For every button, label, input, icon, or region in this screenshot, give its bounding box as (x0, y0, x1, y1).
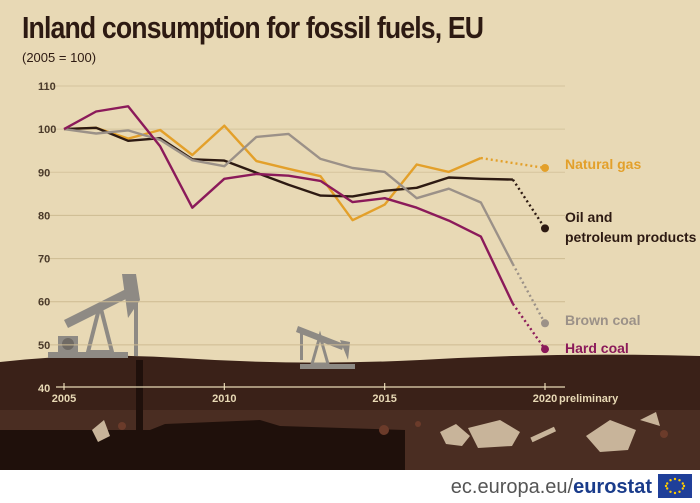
y-tick-label: 40 (38, 383, 50, 395)
x-tick-label: 2020 (533, 393, 557, 405)
series-group: Natural gas Oil and petroleum products Brow… (63, 105, 697, 356)
series-label-1: petroleum products (565, 229, 697, 245)
footer-site: ec.europa.eu/ (450, 476, 574, 498)
x-axis: 2005 2010 2015 2020 preliminary (52, 383, 619, 405)
y-tick-label: 90 (38, 167, 50, 179)
pump-jack-icon (48, 274, 140, 358)
series-dotted-segment-0 (480, 156, 546, 170)
y-tick-label: 70 (38, 254, 50, 266)
series-dotted-segment-3 (511, 303, 546, 350)
y-tick-label: 60 (38, 297, 50, 309)
rocks-icon (118, 421, 668, 438)
footer-link[interactable]: ec.europa.eu/eurostat (451, 476, 652, 499)
series-label-2: Brown coal (565, 312, 640, 328)
line-chart: 40 50 60 70 80 90 100 110 2005 2010 2015 2020 preli… (0, 81, 700, 470)
series-endpoint-3 (541, 345, 549, 354)
x-axis-note: preliminary (559, 393, 619, 405)
series-line-2 (63, 127, 514, 265)
well-pipe (136, 360, 143, 445)
x-tick-label: 2010 (212, 393, 236, 405)
x-tick-label: 2015 (372, 393, 396, 405)
y-tick-label: 100 (38, 124, 56, 136)
y-tick-label: 110 (38, 81, 56, 93)
grid-lines (39, 85, 565, 346)
y-axis: 40 50 60 70 80 90 100 110 (38, 81, 56, 395)
chart-subtitle: (2005 = 100) (22, 50, 97, 65)
series-dotted-segment-1 (511, 178, 547, 230)
ground-illustration (0, 354, 700, 470)
x-tick-label: 2005 (52, 393, 76, 405)
eu-flag-icon (658, 474, 692, 498)
footer-brand: eurostat (573, 476, 652, 498)
series-line-0 (63, 124, 482, 222)
footer-band (0, 470, 700, 503)
chart-title: Inland consumption for fossil fuels, EU (22, 10, 484, 45)
series-line-1 (63, 126, 513, 198)
series-dotted-segment-2 (511, 263, 547, 324)
fossil-bones-icon (92, 412, 660, 452)
series-label-3: Hard coal (565, 340, 629, 356)
series-endpoint-0 (541, 163, 549, 172)
series-label-0: Natural gas (565, 156, 641, 172)
series-endpoint-2 (541, 319, 549, 328)
series-endpoint-1 (541, 224, 549, 233)
series-line-3 (63, 105, 514, 305)
y-tick-label: 80 (38, 210, 50, 222)
y-tick-label: 50 (38, 340, 50, 352)
series-label-1: Oil and (565, 209, 612, 225)
